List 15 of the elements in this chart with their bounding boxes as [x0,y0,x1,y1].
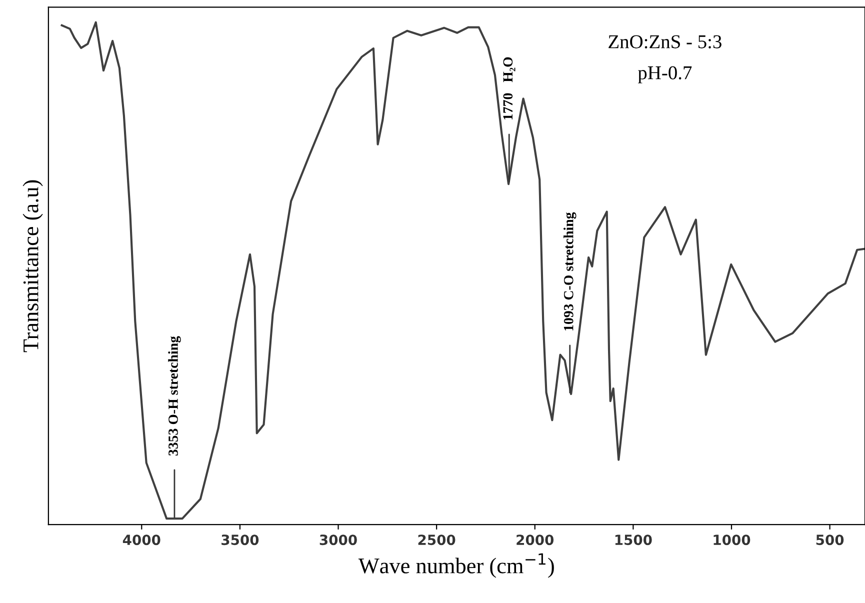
x-axis-title: Wave number (cm$^{−1}$) [358,553,554,578]
x-tick-label: 3000 [320,534,357,546]
annotation: 1770 H₂O [503,57,516,120]
annotation: 1093 C-O stretching [564,212,576,330]
x-tick-label: 1000 [714,534,750,546]
x-tick-label: 3500 [222,534,259,546]
x-tick-label: 2000 [516,534,554,546]
annotation: 3353 O-H stretching [168,336,181,456]
x-tick-label: 4000 [122,534,160,546]
annotation: pH-0.7 [638,66,692,84]
y-axis-title: Transmittance (a.u) [22,180,43,352]
x-tick-label: 500 [816,534,844,546]
annotation: ZnO:ZnS - 5:3 [608,35,722,48]
x-tick-label: 2500 [418,534,456,546]
x-tick-label: 1500 [615,534,652,546]
